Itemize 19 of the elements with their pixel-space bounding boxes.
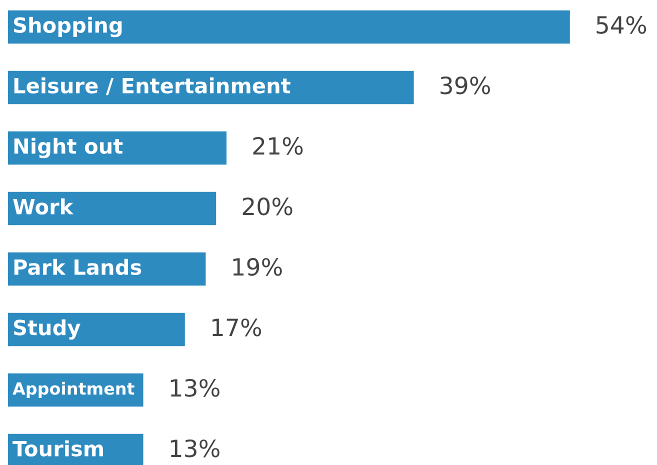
y-tick-label: Park Lands (14, 258, 142, 276)
data-label: 21% (253, 136, 303, 155)
y-tick-label: Study (14, 319, 80, 340)
y-tick-label: Shopping (14, 16, 122, 38)
data-label: 13% (170, 439, 220, 458)
y-tick-label: Leisure / Entertainment (14, 77, 290, 96)
data-label: 20% (242, 197, 292, 216)
y-tick-label: Work (13, 198, 74, 215)
data-label: 13% (170, 378, 220, 397)
y-tick-label: Appointment (12, 382, 134, 398)
data-label: 17% (212, 318, 262, 336)
data-label: 19% (233, 258, 282, 276)
bar (8, 10, 570, 44)
data-label: 39% (440, 76, 490, 94)
y-tick-label: Night out (14, 138, 123, 158)
data-label: 54% (596, 16, 646, 34)
bar (8, 312, 185, 346)
bar (8, 192, 216, 226)
y-tick-label: Tourism (12, 440, 103, 457)
